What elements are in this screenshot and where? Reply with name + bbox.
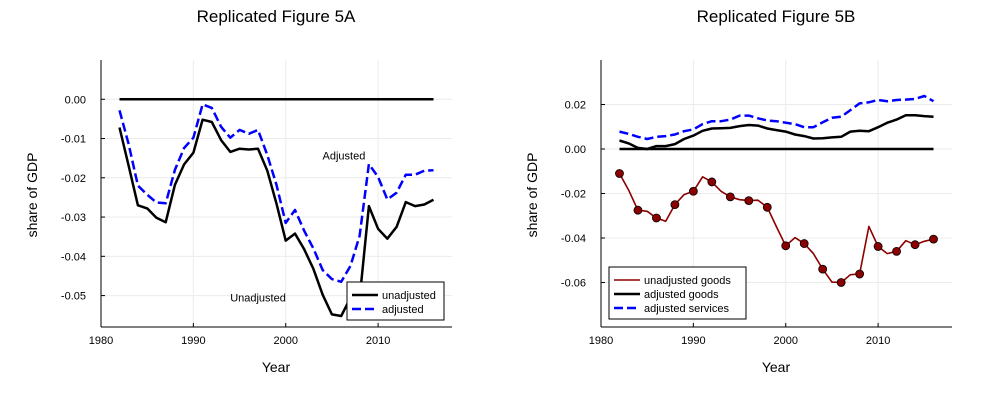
y-tick-label: -0.03 bbox=[61, 212, 86, 224]
panel-b-lines bbox=[615, 94, 938, 287]
panel-a-x-label: Year bbox=[262, 359, 291, 375]
y-tick-label: -0.06 bbox=[561, 278, 586, 290]
panel-b-x-label: Year bbox=[762, 359, 791, 375]
series-point-unadjusted-goods bbox=[818, 264, 828, 274]
panel-a-lines bbox=[118, 98, 435, 318]
series-point-unadjusted-goods bbox=[892, 246, 901, 256]
series-line-adjusted-goods bbox=[619, 113, 934, 151]
panel-a-axes bbox=[100, 60, 452, 328]
x-tick-label: 1980 bbox=[589, 335, 613, 347]
series-point-unadjusted-goods bbox=[615, 169, 624, 178]
y-tick-label: -0.05 bbox=[61, 291, 86, 303]
series-point-unadjusted-goods bbox=[725, 192, 735, 202]
x-tick-label: 2000 bbox=[773, 335, 797, 347]
x-tick-label: 1980 bbox=[89, 335, 113, 347]
series-point-unadjusted-goods bbox=[836, 278, 846, 287]
panel-a: Replicated Figure 5A 1980 1990 2000 2010 0.0… bbox=[24, 7, 452, 375]
y-tick-label: -0.01 bbox=[61, 134, 86, 146]
series-point-unadjusted-goods bbox=[762, 202, 772, 212]
series-point-unadjusted-goods bbox=[799, 239, 809, 248]
y-tick-label: 0.00 bbox=[565, 144, 586, 156]
y-tick-label: 0.00 bbox=[65, 94, 86, 106]
x-tick-label: 2010 bbox=[866, 335, 890, 347]
panel-b-ticks: 1980 1990 2000 2010 0.02 0.00 -0.02 -0.04 -0.06 bbox=[561, 100, 890, 348]
y-tick-label: -0.02 bbox=[561, 189, 586, 201]
series-point-unadjusted-goods bbox=[910, 240, 920, 250]
series-point-unadjusted-goods bbox=[707, 177, 717, 187]
panel-a-legend: unadjusted adjusted bbox=[346, 281, 445, 321]
series-point-unadjusted-goods bbox=[670, 200, 680, 210]
legend-label-unadjusted-goods: unadjusted goods bbox=[644, 275, 731, 287]
y-tick-label: -0.02 bbox=[61, 173, 86, 185]
series-point-unadjusted-goods bbox=[855, 269, 865, 279]
series-point-unadjusted-goods bbox=[633, 205, 643, 215]
legend-label-unadjusted: unadjusted bbox=[382, 290, 436, 302]
legend-label-adjusted-goods: adjusted goods bbox=[644, 289, 719, 301]
legend-label-adjusted-services: adjusted services bbox=[644, 303, 729, 315]
series-point-unadjusted-goods bbox=[873, 242, 883, 251]
x-tick-label: 1990 bbox=[181, 335, 205, 347]
x-tick-label: 1990 bbox=[681, 335, 705, 347]
y-tick-label: 0.02 bbox=[565, 100, 586, 112]
panel-a-title: Replicated Figure 5A bbox=[197, 7, 356, 26]
panel-a-annotations: Adjusted Unadjusted bbox=[230, 150, 365, 304]
annotation-label: Unadjusted bbox=[230, 293, 286, 305]
y-tick-label: -0.04 bbox=[61, 251, 86, 263]
y-tick-label: -0.04 bbox=[561, 233, 586, 245]
series-line-unadjusted-goods bbox=[618, 173, 934, 284]
panel-a-ticks: 1980 1990 2000 2010 0.00 -0.01 -0.02 -0.03 -0.04… bbox=[61, 94, 390, 347]
panel-b-title: Replicated Figure 5B bbox=[697, 7, 856, 26]
series-point-unadjusted-goods bbox=[652, 213, 661, 223]
legend-label-adjusted: adjusted bbox=[382, 304, 424, 316]
series-line-unadjusted bbox=[118, 118, 435, 318]
panel-b: Replicated Figure 5B 1980 1990 2000 2010 0.0… bbox=[524, 7, 952, 375]
panel-b-legend: unadjusted goods adjusted goods adjusted… bbox=[608, 266, 747, 320]
x-tick-label: 2000 bbox=[273, 335, 297, 347]
series-point-unadjusted-goods bbox=[929, 234, 938, 244]
x-tick-label: 2010 bbox=[366, 335, 390, 347]
annotation-label: Adjusted bbox=[323, 150, 366, 162]
series-line-adjusted-services bbox=[619, 94, 935, 141]
panel-a-y-label: share of GDP bbox=[24, 153, 40, 238]
series-point-unadjusted-goods bbox=[744, 196, 754, 206]
series-point-unadjusted-goods bbox=[688, 186, 698, 196]
panel-a-legend-box bbox=[346, 281, 445, 321]
panel-b-y-label: share of GDP bbox=[524, 153, 540, 238]
series-line-adjusted bbox=[118, 103, 434, 284]
series-point-unadjusted-goods bbox=[781, 241, 791, 251]
